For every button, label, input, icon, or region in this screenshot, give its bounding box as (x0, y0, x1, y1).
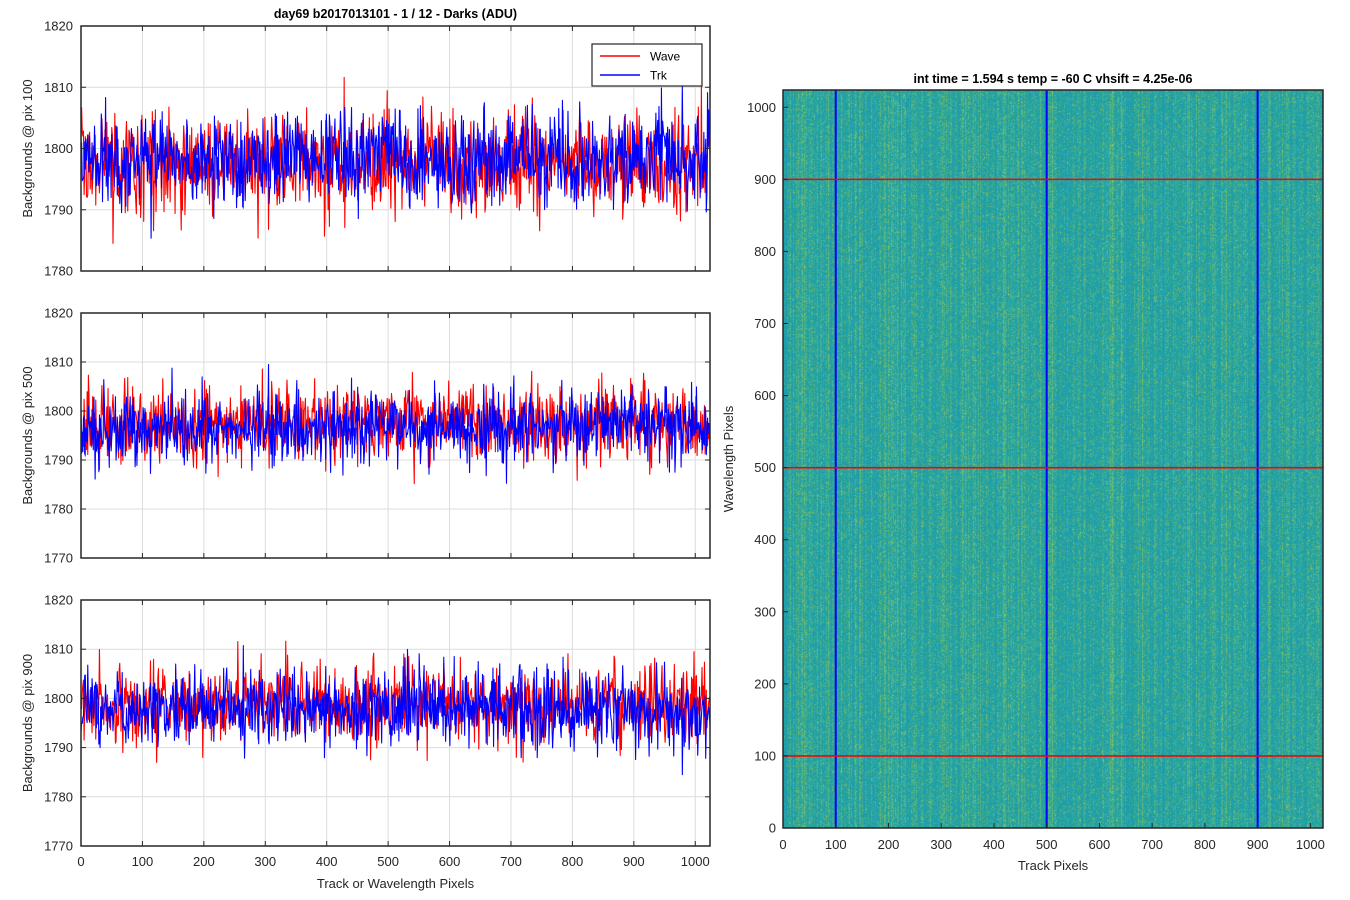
x-tick-label: 100 (132, 854, 154, 869)
series-line-trk (80, 84, 711, 239)
y-tick-label: 1810 (44, 642, 73, 657)
axes-frame (80, 599, 711, 847)
series-line-trk (80, 363, 711, 484)
y-axis-label: Backgrounds @ pix 900 (20, 654, 35, 792)
series-line-trk (80, 645, 711, 776)
x-tick-label: 1000 (1296, 837, 1325, 852)
y-tick-label: 1770 (44, 551, 73, 566)
y-axis-label: Backgrounds @ pix 100 (20, 79, 35, 217)
axes-frame (80, 312, 711, 559)
y-tick-label: 1000 (747, 100, 776, 115)
y-tick-label: 800 (754, 244, 776, 259)
y-tick-label: 1780 (44, 789, 73, 804)
heatmap-image (783, 90, 1323, 828)
x-axis-label: Track or Wavelength Pixels (317, 876, 475, 891)
x-tick-label: 1000 (681, 854, 710, 869)
y-tick-label: 1810 (44, 80, 73, 95)
y-tick-label: 200 (754, 676, 776, 691)
x-tick-label: 800 (1194, 837, 1216, 852)
y-tick-label: 1820 (44, 19, 73, 34)
heatmap-title: int time = 1.594 s temp = -60 C vhsift =… (914, 72, 1193, 86)
series-line-wave (80, 640, 711, 763)
y-axis-label: Wavelength Pixels (721, 405, 736, 512)
y-tick-label: 1780 (44, 502, 73, 517)
x-tick-label: 400 (983, 837, 1005, 852)
line-plot-2: 1770 1780 1790 1800 1810 1820 Backgrounds @ pi… (20, 306, 711, 566)
x-axis-label: Track Pixels (1018, 858, 1089, 873)
x-tick-label: 100 (825, 837, 847, 852)
x-tick-label: 900 (1247, 837, 1269, 852)
y-tick-label: 300 (754, 604, 776, 619)
y-tick-label: 1800 (44, 141, 73, 156)
y-tick-label: 700 (754, 316, 776, 331)
y-tick-label: 1770 (44, 839, 73, 854)
y-tick-label: 100 (754, 748, 776, 763)
y-tick-label: 1790 (44, 202, 73, 217)
y-tick-label: 1810 (44, 355, 73, 370)
y-tick-label: 1800 (44, 691, 73, 706)
line-plot-3: 1770 1780 1790 1800 1810 1820 0 100 200 300 400 500… (20, 593, 711, 891)
x-tick-label: 300 (930, 837, 952, 852)
plots-layer: 1780 1790 1800 1810 1820 Backgrounds @ pix 10… (20, 7, 1325, 891)
y-tick-label: 1820 (44, 593, 73, 608)
x-tick-label: 200 (193, 854, 215, 869)
heatmap-axes-frame (782, 89, 1324, 829)
y-tick-label: 400 (754, 532, 776, 547)
y-tick-label: 500 (754, 460, 776, 475)
y-tick-label: 1800 (44, 404, 73, 419)
x-tick-label: 700 (1141, 837, 1163, 852)
x-tick-label: 0 (77, 854, 84, 869)
x-tick-label: 500 (1036, 837, 1058, 852)
y-tick-label: 1790 (44, 453, 73, 468)
x-tick-label: 300 (254, 854, 276, 869)
x-tick-label: 400 (316, 854, 338, 869)
x-tick-label: 800 (562, 854, 584, 869)
legend-label-trk: Trk (650, 69, 668, 83)
legend-box (591, 43, 703, 87)
y-tick-label: 1790 (44, 740, 73, 755)
y-tick-label: 1820 (44, 306, 73, 321)
legend-label-wave: Wave (650, 50, 681, 64)
x-tick-label: 500 (377, 854, 399, 869)
x-tick-label: 600 (1089, 837, 1111, 852)
x-tick-label: 900 (623, 854, 645, 869)
y-tick-label: 900 (754, 172, 776, 187)
line-plot-1: 1780 1790 1800 1810 1820 Backgrounds @ pix 10… (20, 7, 711, 279)
x-tick-label: 600 (439, 854, 461, 869)
x-tick-label: 0 (779, 837, 786, 852)
y-tick-label: 1780 (44, 264, 73, 279)
heatmap-plot: 0 100 200 300 400 500 600 700 800 900 1000 0 100 200 3… (721, 72, 1325, 873)
x-tick-label: 700 (500, 854, 522, 869)
heatmap-image-container (783, 90, 1323, 828)
legend: Wave Trk (591, 43, 703, 87)
y-axis-label: Backgrounds @ pix 500 (20, 366, 35, 504)
x-tick-label: 200 (878, 837, 900, 852)
chart-title: day69 b2017013101 - 1 / 12 - Darks (ADU) (274, 7, 517, 21)
y-tick-label: 600 (754, 388, 776, 403)
y-tick-label: 0 (769, 821, 776, 836)
